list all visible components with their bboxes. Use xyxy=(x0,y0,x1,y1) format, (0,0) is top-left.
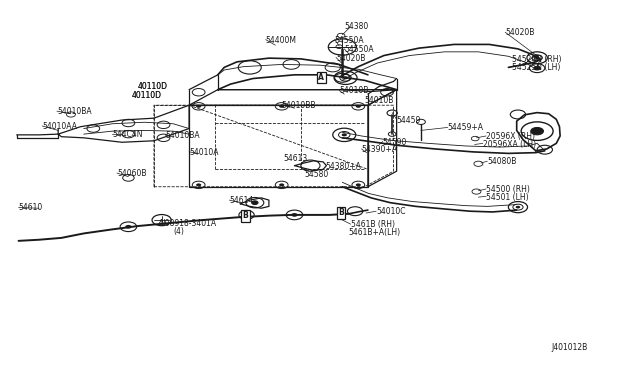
Text: (4): (4) xyxy=(173,227,184,236)
Text: 20596X (RH): 20596X (RH) xyxy=(486,132,535,141)
Circle shape xyxy=(535,57,540,59)
Text: 54524N (RH): 54524N (RH) xyxy=(511,55,561,64)
Circle shape xyxy=(531,128,543,135)
Circle shape xyxy=(342,133,347,137)
Text: 54010A: 54010A xyxy=(189,148,219,157)
Text: 54550A: 54550A xyxy=(344,45,374,54)
Circle shape xyxy=(196,105,201,108)
Text: 54400M: 54400M xyxy=(266,36,297,45)
Text: 54501 (LH): 54501 (LH) xyxy=(486,193,529,202)
Text: 5461B (RH): 5461B (RH) xyxy=(351,221,395,230)
Text: J401012B: J401012B xyxy=(551,343,588,352)
Text: 40110D: 40110D xyxy=(138,82,168,91)
Circle shape xyxy=(356,105,361,108)
Circle shape xyxy=(279,105,284,108)
Text: 54010BA: 54010BA xyxy=(166,131,200,141)
Text: 54390+A: 54390+A xyxy=(362,145,397,154)
Text: 54614: 54614 xyxy=(229,196,253,205)
Text: 54060B: 54060B xyxy=(117,169,147,178)
Text: 54020B: 54020B xyxy=(505,28,534,38)
Circle shape xyxy=(279,183,284,186)
Text: 54010AA: 54010AA xyxy=(42,122,77,131)
Circle shape xyxy=(534,66,540,70)
Text: 54610: 54610 xyxy=(19,203,43,212)
Text: 544C4N: 544C4N xyxy=(113,130,143,140)
Circle shape xyxy=(343,76,348,79)
Text: 54010BA: 54010BA xyxy=(57,108,92,116)
Text: 5461B+A(LH): 5461B+A(LH) xyxy=(349,228,401,237)
Text: 40110D: 40110D xyxy=(132,91,162,100)
Circle shape xyxy=(516,206,520,208)
Text: 54500 (RH): 54500 (RH) xyxy=(486,185,530,194)
Text: 54550A: 54550A xyxy=(335,36,364,45)
Text: 40110D: 40110D xyxy=(138,82,168,91)
Text: B: B xyxy=(243,211,248,220)
Text: 40110D: 40110D xyxy=(132,91,162,100)
Circle shape xyxy=(356,183,361,186)
Text: 54380: 54380 xyxy=(344,22,369,31)
Text: 54010C: 54010C xyxy=(376,208,406,217)
Text: 54010BB: 54010BB xyxy=(282,101,316,110)
Circle shape xyxy=(125,225,132,229)
Text: 54590: 54590 xyxy=(383,138,407,147)
Text: B: B xyxy=(338,208,344,217)
Text: 54020B: 54020B xyxy=(336,54,365,62)
Circle shape xyxy=(196,183,201,186)
Circle shape xyxy=(252,201,258,205)
Text: 54080B: 54080B xyxy=(487,157,516,166)
Text: N08918-3401A: N08918-3401A xyxy=(159,219,216,228)
Text: 54010B: 54010B xyxy=(365,96,394,105)
Text: A: A xyxy=(318,73,324,82)
Text: 54580: 54580 xyxy=(304,170,328,179)
Circle shape xyxy=(291,213,298,217)
Text: 54613: 54613 xyxy=(283,154,307,163)
Text: 54459: 54459 xyxy=(397,116,421,125)
Text: 20596XA (LH): 20596XA (LH) xyxy=(483,140,536,149)
Text: 54525N (LH): 54525N (LH) xyxy=(511,63,560,72)
Text: 54380+A: 54380+A xyxy=(325,162,361,171)
Text: 54459+A: 54459+A xyxy=(448,123,484,132)
Text: 54010B: 54010B xyxy=(339,86,369,95)
